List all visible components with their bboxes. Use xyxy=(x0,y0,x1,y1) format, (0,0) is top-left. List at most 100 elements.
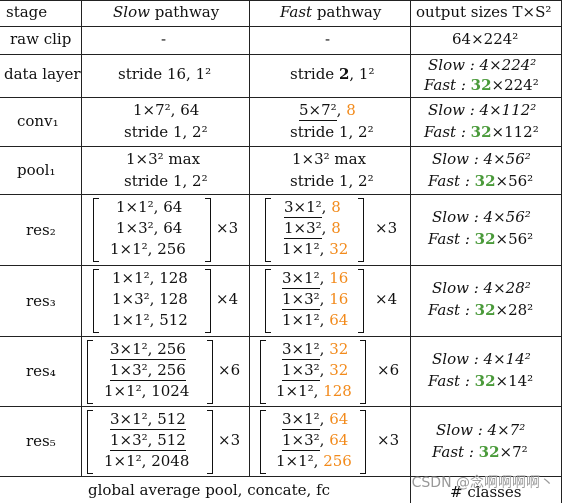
fast-kernel: 1×1² xyxy=(276,382,314,400)
out-fast-label: Fast : xyxy=(428,372,475,390)
out-fast-label: Fast : xyxy=(424,76,471,94)
out-fast-size: ×7² xyxy=(499,443,528,461)
out-fast-size: ×56² xyxy=(495,230,534,248)
out-fast-size: ×56² xyxy=(495,172,534,190)
fast-res5-1: 3×1², 64 xyxy=(282,410,349,430)
fast-res2-1: 3×1², 8 xyxy=(284,198,341,218)
out-res3-slow: Slow : 4×28² xyxy=(432,279,531,297)
slow-raw: - xyxy=(161,30,167,48)
fast-ch: 64 xyxy=(329,311,349,329)
fast-ch: 32 xyxy=(329,361,349,379)
left-bracket xyxy=(87,340,93,404)
right-bracket xyxy=(358,198,364,262)
fast-ch: 8 xyxy=(331,198,341,216)
left-bracket xyxy=(87,410,93,474)
stage-res4: res₄ xyxy=(26,362,56,380)
mult-fast-res4: ×6 xyxy=(377,361,400,379)
right-bracket xyxy=(360,410,366,474)
rule-col xyxy=(410,0,411,503)
left-bracket xyxy=(260,410,266,474)
rule-col xyxy=(81,0,82,476)
final-layers: global average pool, concate, fc xyxy=(88,481,331,499)
mult-slow-res5: ×3 xyxy=(218,431,241,449)
fast-kernel: 1×3² xyxy=(284,219,322,239)
fast-kernel: 1×3² xyxy=(282,361,320,381)
out-fast-size: ×224² xyxy=(491,76,539,94)
left-bracket xyxy=(260,340,266,404)
stage-raw: raw clip xyxy=(10,30,72,48)
slow-data: stride 16, 1² xyxy=(118,65,212,83)
fast-kernel: 1×1² xyxy=(282,240,320,258)
out-res2-slow: Slow : 4×56² xyxy=(432,208,531,226)
out-conv1-fast: Fast : 32×112² xyxy=(424,124,539,141)
stage-res2: res₂ xyxy=(26,221,56,239)
fast-ch: 64 xyxy=(329,410,349,428)
watermark: CSDN @念啊啊啊啊丶 xyxy=(411,475,554,491)
fast-kernel: 3×1² xyxy=(282,340,320,360)
header-fast-rest: pathway xyxy=(312,3,382,21)
slow-res3-3: 1×1², 512 xyxy=(112,311,188,329)
slow-res4-kernel: 1×3², 256 xyxy=(110,361,186,381)
fast-res2-3: 1×1², 32 xyxy=(282,240,349,258)
out-fast-32: 32 xyxy=(474,372,496,390)
stage-conv1: conv₁ xyxy=(17,112,59,130)
fast-res4-1: 3×1², 32 xyxy=(282,340,349,360)
fast-res5-3: 1×1², 256 xyxy=(276,452,352,470)
fast-data-stride: 2 xyxy=(338,65,350,83)
fast-data: stride 2, 1² xyxy=(290,66,374,83)
out-fast-label: Fast : xyxy=(432,443,479,461)
out-fast-size: ×28² xyxy=(495,301,534,319)
fast-ch: 64 xyxy=(329,431,349,449)
slow-res5-kernel: 3×1², 512 xyxy=(110,410,186,430)
out-res4-slow: Slow : 4×14² xyxy=(432,350,531,368)
out-fast-size: ×112² xyxy=(491,123,539,141)
stage-pool1: pool₁ xyxy=(17,161,56,179)
header-slow-rest: pathway xyxy=(149,3,220,21)
fast-kernel: 1×1² xyxy=(276,452,314,470)
stage-data: data layer xyxy=(4,65,81,83)
fast-conv1-kernel: 5×7² xyxy=(299,101,337,121)
out-fast-size: ×14² xyxy=(495,372,534,390)
fast-kernel: 1×3² xyxy=(282,431,320,451)
header-slow-italic: Slow xyxy=(113,3,150,21)
out-fast-label: Fast : xyxy=(428,230,475,248)
right-bracket xyxy=(205,198,211,262)
slow-res3-1: 1×1², 128 xyxy=(112,269,188,287)
right-bracket xyxy=(360,340,366,404)
rule xyxy=(0,194,562,195)
rule-col xyxy=(249,0,250,476)
header-fast-italic: Fast xyxy=(280,3,313,21)
right-bracket xyxy=(207,340,213,404)
out-data-slow: Slow : 4×224² xyxy=(428,56,537,74)
mult-fast-res5: ×3 xyxy=(377,431,400,449)
mult-slow-res2: ×3 xyxy=(216,219,239,237)
rule xyxy=(0,54,562,55)
mult-slow-res4: ×6 xyxy=(218,361,241,379)
fast-conv1-sep: , xyxy=(336,101,347,119)
fast-raw: - xyxy=(325,30,331,48)
mult-slow-res3: ×4 xyxy=(216,290,239,308)
rule xyxy=(0,26,562,27)
slow-res4-1: 3×1², 256 xyxy=(110,340,186,360)
slow-res4-kernel: 3×1², 256 xyxy=(110,340,186,360)
slow-pool1-1: 1×3² max xyxy=(126,150,201,168)
fast-ch: 32 xyxy=(329,340,349,358)
rule-top xyxy=(0,0,562,1)
out-res5-slow: Slow : 4×7² xyxy=(436,421,526,439)
fast-kernel: 3×1² xyxy=(282,410,320,430)
rule xyxy=(0,336,562,337)
fast-res3-2: 1×3², 16 xyxy=(282,290,349,310)
slow-res4-2: 1×3², 256 xyxy=(110,361,186,381)
slow-res4-3: 1×1², 1024 xyxy=(104,382,190,400)
slow-conv1-2: stride 1, 2² xyxy=(124,123,208,141)
header-fast: Fast pathway xyxy=(280,4,381,21)
out-fast-32: 32 xyxy=(478,443,500,461)
out-res5-fast: Fast : 32×7² xyxy=(432,444,528,461)
out-classes: # classes xyxy=(450,483,522,501)
slow-res5-3: 1×1², 2048 xyxy=(104,452,190,470)
fast-res4-2: 1×3², 32 xyxy=(282,361,349,381)
slow-res2-3: 1×1², 256 xyxy=(110,240,186,258)
out-raw: 64×224² xyxy=(452,30,519,48)
out-fast-32: 32 xyxy=(470,76,492,94)
